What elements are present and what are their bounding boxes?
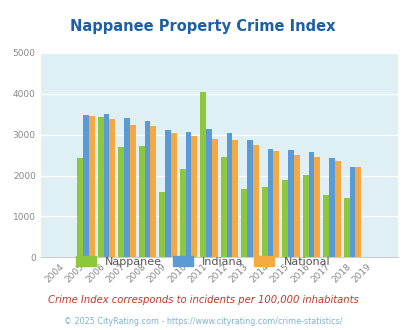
Bar: [211, 139, 217, 257]
Bar: [349, 167, 354, 257]
Text: © 2025 CityRating.com - https://www.cityrating.com/crime-statistics/: © 2025 CityRating.com - https://www.city…: [64, 317, 341, 326]
Bar: [247, 140, 252, 257]
Bar: [83, 115, 89, 257]
Legend: Nappanee, Indiana, National: Nappanee, Indiana, National: [76, 256, 329, 267]
Bar: [308, 152, 313, 257]
Bar: [159, 192, 165, 257]
Bar: [334, 161, 340, 257]
Bar: [267, 149, 273, 257]
Bar: [77, 158, 83, 257]
Text: Crime Index corresponds to incidents per 100,000 inhabitants: Crime Index corresponds to incidents per…: [47, 295, 358, 305]
Bar: [171, 133, 176, 257]
Text: Nappanee Property Crime Index: Nappanee Property Crime Index: [70, 19, 335, 34]
Bar: [139, 146, 144, 257]
Bar: [150, 126, 156, 257]
Bar: [261, 187, 267, 257]
Bar: [130, 125, 135, 257]
Bar: [200, 92, 206, 257]
Bar: [165, 130, 171, 257]
Bar: [343, 198, 349, 257]
Bar: [354, 167, 360, 257]
Bar: [252, 145, 258, 257]
Bar: [206, 128, 211, 257]
Bar: [302, 175, 308, 257]
Bar: [282, 181, 288, 257]
Bar: [185, 132, 191, 257]
Bar: [288, 150, 293, 257]
Bar: [124, 118, 130, 257]
Bar: [103, 114, 109, 257]
Bar: [191, 136, 196, 257]
Bar: [328, 158, 334, 257]
Bar: [273, 151, 278, 257]
Bar: [179, 169, 185, 257]
Bar: [144, 121, 150, 257]
Bar: [293, 155, 299, 257]
Bar: [226, 133, 232, 257]
Bar: [220, 157, 226, 257]
Bar: [313, 157, 319, 257]
Bar: [89, 116, 94, 257]
Bar: [98, 117, 103, 257]
Bar: [109, 119, 115, 257]
Bar: [241, 189, 247, 257]
Bar: [232, 140, 237, 257]
Bar: [118, 147, 124, 257]
Bar: [323, 195, 328, 257]
